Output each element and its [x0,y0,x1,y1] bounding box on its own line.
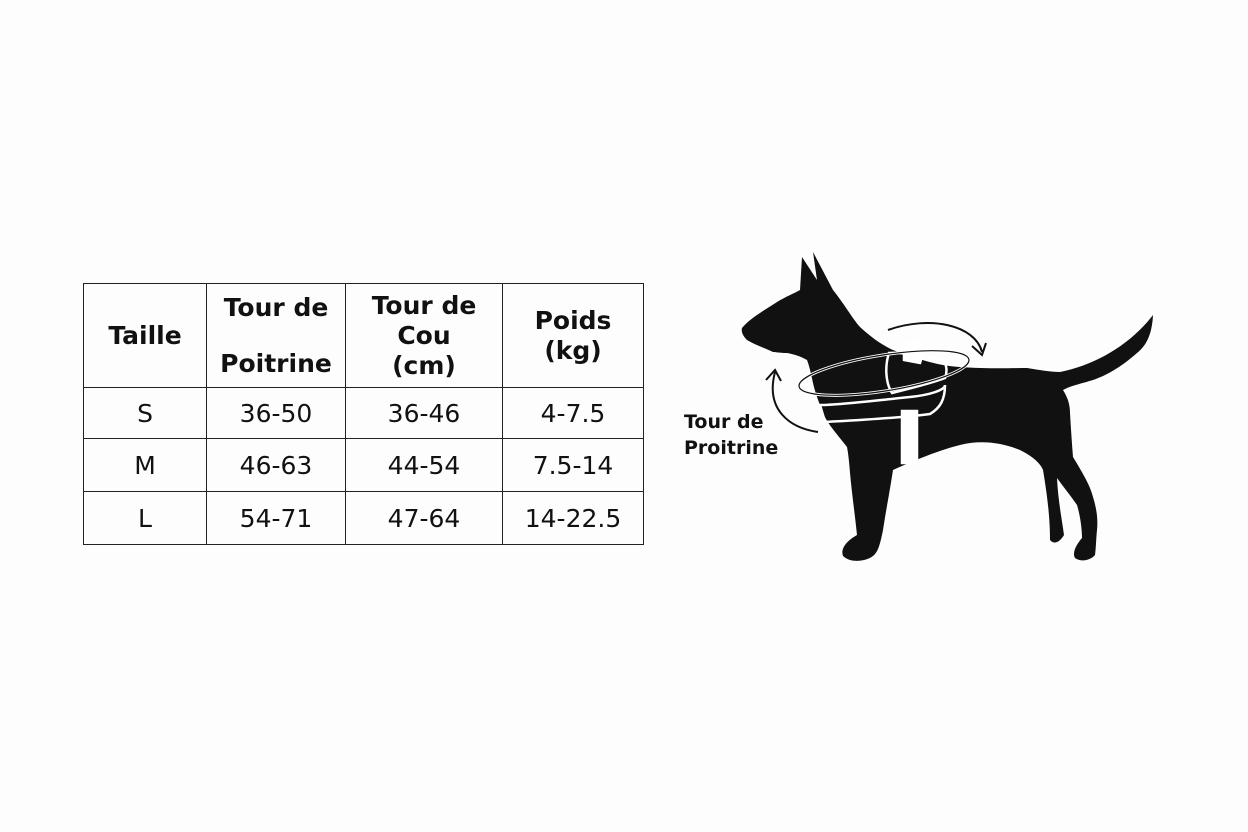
cell-weight: 7.5-14 [502,438,644,492]
cell-chest: 36-50 [206,387,346,439]
header-text: (kg) [544,335,602,365]
dog-silhouette [741,252,1153,561]
size-table: Taille Tour de Poitrine Tour de Cou (cm) Po… [83,283,644,545]
header-tour-de-poitrine: Tour de Poitrine [206,283,346,388]
cell-neck: 36-46 [345,387,503,439]
header-text: Taille [108,320,182,350]
table-header-row: Taille Tour de Poitrine Tour de Cou (cm) Po… [83,283,644,388]
header-poids: Poids (kg) [502,283,644,388]
measure-arrow-icon [765,322,987,433]
header-taille: Taille [83,283,207,388]
header-text: Tour de [371,290,477,320]
cell-neck: 47-64 [345,491,503,545]
cell-size: L [83,491,207,545]
cell-size: S [83,387,207,439]
label-line: Tour de [684,411,764,433]
header-text: Tour de [223,292,329,322]
header-text: (cm) [392,350,456,380]
header-text: Poids [534,305,612,335]
header-text: Poitrine [220,348,332,378]
cell-chest: 54-71 [206,491,346,545]
table-row: S 36-50 36-46 4-7.5 [83,387,644,439]
header-tour-de-cou: Tour de Cou (cm) [345,283,503,388]
table-row: L 54-71 47-64 14-22.5 [83,491,644,545]
label-line: Proitrine [684,437,779,459]
header-text: Cou [397,320,451,350]
cell-weight: 4-7.5 [502,387,644,439]
cell-weight: 14-22.5 [502,491,644,545]
chest-measure-label: Tour de Proitrine [684,409,778,461]
cell-chest: 46-63 [206,438,346,492]
